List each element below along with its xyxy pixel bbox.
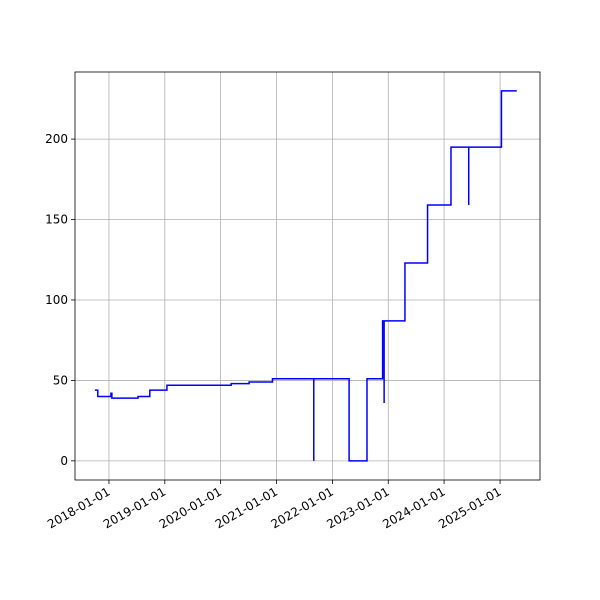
y-tick-label: 200 [45, 132, 68, 146]
grid-layer [75, 72, 540, 480]
y-tick-label: 100 [45, 293, 68, 307]
y-tick-label: 0 [60, 454, 68, 468]
data-layer [94, 90, 517, 462]
data-line [94, 90, 517, 462]
axes-frame [74, 71, 541, 481]
y-tick-label: 150 [45, 213, 68, 227]
y-tick-label: 50 [53, 373, 68, 387]
